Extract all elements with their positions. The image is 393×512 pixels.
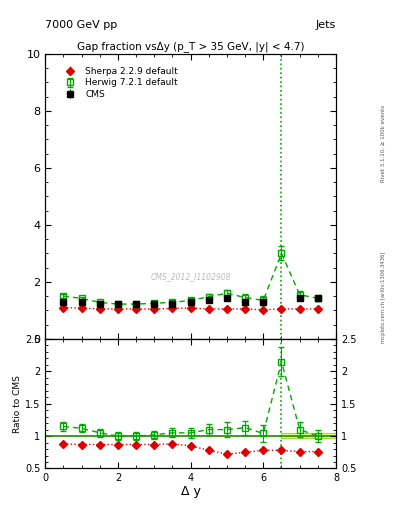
Text: mcplots.cern.ch [arXiv:1306.3436]: mcplots.cern.ch [arXiv:1306.3436] <box>381 251 386 343</box>
Title: Gap fraction vsΔy (p_T > 35 GeV, |y| < 4.7): Gap fraction vsΔy (p_T > 35 GeV, |y| < 4… <box>77 41 304 53</box>
Text: CMS_2012_I1102908: CMS_2012_I1102908 <box>151 272 231 281</box>
Text: 7000 GeV pp: 7000 GeV pp <box>45 20 118 31</box>
X-axis label: Δ y: Δ y <box>181 485 200 498</box>
Text: Jets: Jets <box>316 20 336 31</box>
Y-axis label: Ratio to CMS: Ratio to CMS <box>13 375 22 433</box>
Legend: Sherpa 2.2.9 default, Herwig 7.2.1 default, CMS: Sherpa 2.2.9 default, Herwig 7.2.1 defau… <box>55 64 181 102</box>
Text: Rivet 3.1.10, ≥ 100k events: Rivet 3.1.10, ≥ 100k events <box>381 105 386 182</box>
